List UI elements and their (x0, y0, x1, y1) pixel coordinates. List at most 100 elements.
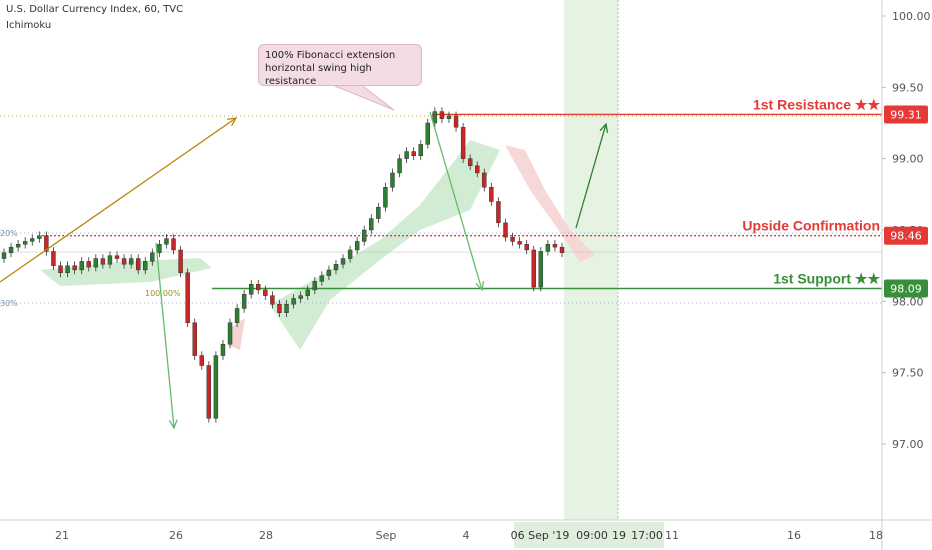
candle-body (517, 241, 522, 245)
candle-body (489, 187, 494, 202)
candle-body (1, 252, 7, 259)
chart-title: U.S. Dollar Currency Index, 60, TVC (6, 4, 184, 15)
candle-body (100, 258, 106, 265)
down-arrow-green-left (155, 242, 175, 429)
price-badge-text: 98.46 (890, 230, 922, 243)
candle-body (199, 355, 204, 366)
candle-body (213, 355, 219, 419)
candle-body (354, 241, 360, 251)
candle-body (86, 261, 91, 268)
candle-body (270, 295, 275, 305)
candle-body (559, 246, 565, 254)
indicator-label: Ichimoku (6, 20, 52, 31)
candle-body (439, 111, 445, 119)
level-label: Upside Confirmation (742, 218, 880, 234)
x-highlight-label: 09:00 (576, 529, 608, 542)
candle-body (107, 255, 113, 265)
candle-body (453, 115, 459, 128)
price-badge-text: 98.09 (890, 282, 922, 295)
candle-body (8, 246, 14, 254)
candle-body (319, 275, 325, 282)
candle-body (369, 218, 374, 231)
candle-body (51, 251, 56, 266)
x-tick-label: 4 (463, 529, 470, 542)
candle-body (467, 158, 473, 167)
candle-body (234, 308, 240, 323)
cloud-segment (270, 140, 500, 350)
candle-body (37, 235, 42, 239)
candle-body (220, 343, 226, 356)
candle-body (291, 298, 296, 305)
up-arrow-gold (0, 117, 237, 283)
down-arrow-green-mid (429, 111, 483, 291)
y-tick-label: 98.00 (892, 295, 924, 308)
candle-body (503, 222, 508, 238)
candle-body (482, 172, 487, 188)
y-tick-label: 100.00 (892, 10, 931, 23)
candle-body (72, 265, 77, 271)
candle-body (397, 158, 402, 174)
candle-body (206, 365, 212, 419)
candle-body (227, 322, 233, 345)
callout-line-1: 100% Fibonacci extension (265, 50, 396, 61)
candle-body (446, 115, 452, 119)
candles-group (1, 107, 565, 423)
x-tick-label: 11 (665, 529, 679, 542)
arrows-group (0, 83, 609, 430)
candle-body (475, 165, 480, 174)
candle-body (333, 264, 339, 271)
candle-body (362, 229, 367, 242)
x-highlight-label: 06 Sep '19 (511, 529, 570, 542)
candle-body (93, 258, 99, 268)
candle-body (284, 303, 289, 313)
candle-body (44, 235, 49, 252)
candle-body (164, 238, 169, 245)
candle-body (496, 201, 501, 224)
level-lines (42, 113, 882, 290)
y-tick-label: 99.00 (892, 153, 924, 166)
candle-body (404, 151, 409, 159)
candle-body (114, 255, 120, 259)
candle-body (538, 251, 544, 288)
x-tick-label: 21 (55, 529, 69, 542)
candle-body (411, 151, 416, 157)
candle-body (524, 244, 529, 251)
level-labels: 1st Resistance ★★ 99.31 Upside Confirmatio… (742, 96, 928, 298)
candle-body (418, 144, 423, 157)
candle-body (58, 265, 63, 274)
candle-body (157, 244, 162, 254)
candle-body (531, 249, 536, 288)
x-tick-label: 26 (169, 529, 183, 542)
candle-body (263, 289, 268, 296)
up-arrow-green-right-head (599, 122, 609, 133)
y-tick-label: 99.50 (892, 81, 924, 94)
price-badge (884, 279, 928, 298)
up-arrow-gold-head (227, 117, 238, 127)
x-tick-label: 28 (259, 529, 273, 542)
x-highlight-label: 19 (612, 529, 626, 542)
candle-body (150, 252, 155, 262)
price-badge-text: 99.31 (890, 108, 922, 121)
x-tick-label: Sep (376, 529, 397, 542)
candle-body (460, 127, 466, 159)
candle-body (15, 244, 21, 248)
x-axis: 21 26 28 Sep 4 11 16 18 06 Sep '19 09:00 19 17:00 (55, 522, 883, 548)
candle-body (128, 258, 134, 265)
callout-box: 100% Fibonacci extension horizontal swin… (258, 44, 422, 87)
candle-body (249, 284, 254, 295)
candle-body (390, 172, 395, 188)
candle-body (143, 261, 148, 271)
level-label: 1st Support ★★ (773, 270, 880, 286)
candle-body (65, 265, 70, 274)
candle-body (30, 238, 35, 242)
candle-body (22, 241, 28, 245)
fib-label: 30% (0, 299, 18, 308)
candle-body (298, 295, 303, 299)
candle-body (79, 261, 84, 271)
fib-label: 100.00% (145, 289, 181, 298)
callout-line-2: horizontal swing high resistance (265, 63, 372, 87)
candle-body (277, 303, 282, 313)
candle-body (552, 244, 558, 248)
candle-body (241, 294, 247, 309)
